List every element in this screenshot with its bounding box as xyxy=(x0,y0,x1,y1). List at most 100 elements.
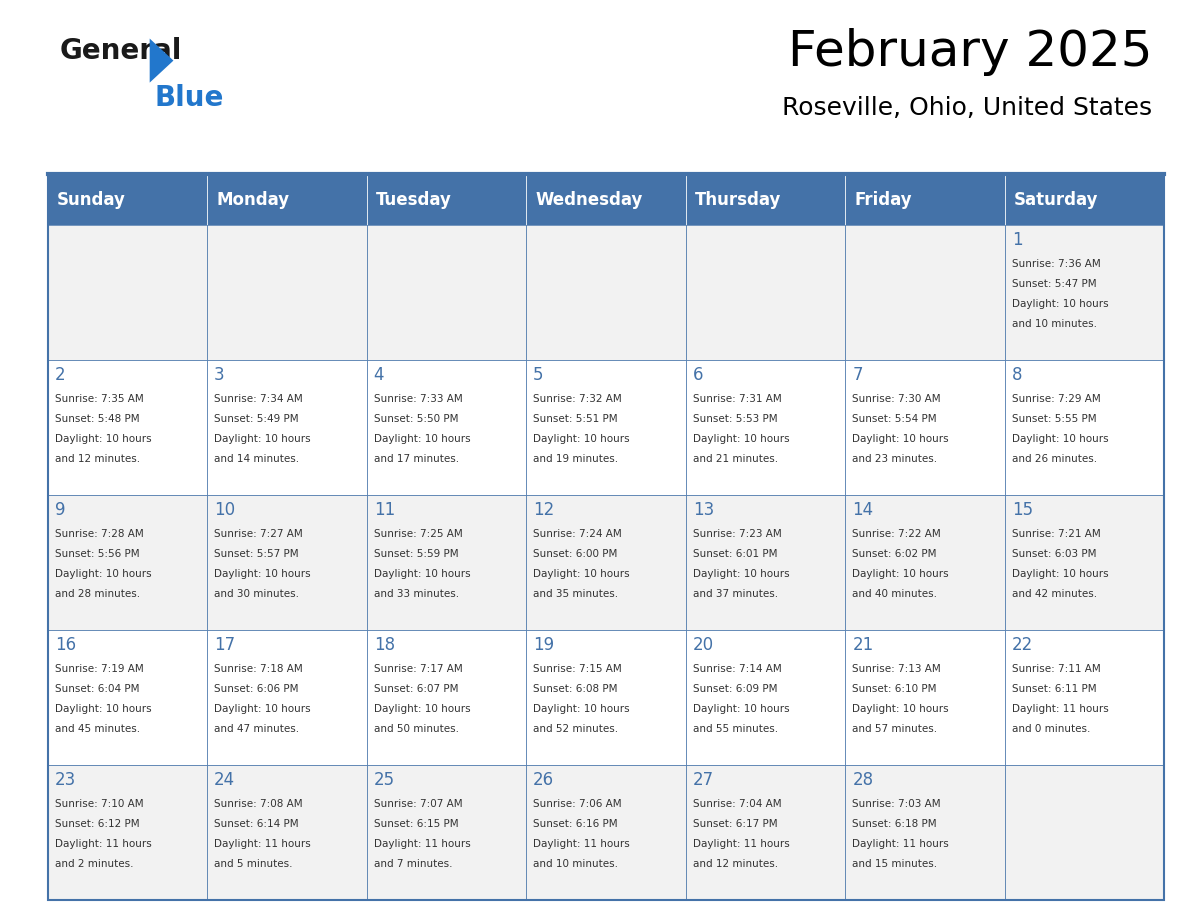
Text: Sunrise: 7:30 AM: Sunrise: 7:30 AM xyxy=(852,394,941,404)
Text: Sunset: 6:00 PM: Sunset: 6:00 PM xyxy=(533,549,618,559)
Text: 28: 28 xyxy=(852,771,873,789)
Bar xyxy=(1005,174,1164,225)
Text: Daylight: 10 hours: Daylight: 10 hours xyxy=(1012,434,1108,444)
Text: Sunset: 6:08 PM: Sunset: 6:08 PM xyxy=(533,684,618,694)
Text: 10: 10 xyxy=(214,501,235,520)
Text: Sunset: 6:04 PM: Sunset: 6:04 PM xyxy=(55,684,139,694)
Bar xyxy=(1005,765,1164,900)
Text: 22: 22 xyxy=(1012,636,1034,655)
Bar xyxy=(207,174,367,225)
Text: 4: 4 xyxy=(374,366,384,385)
Bar xyxy=(48,630,207,765)
Text: Sunset: 6:02 PM: Sunset: 6:02 PM xyxy=(852,549,937,559)
Text: 13: 13 xyxy=(693,501,714,520)
Bar xyxy=(845,225,1005,360)
Text: Daylight: 11 hours: Daylight: 11 hours xyxy=(1012,704,1108,714)
Text: 23: 23 xyxy=(55,771,76,789)
Text: and 37 minutes.: and 37 minutes. xyxy=(693,589,778,599)
Text: Sunset: 5:49 PM: Sunset: 5:49 PM xyxy=(214,414,299,424)
Text: Daylight: 10 hours: Daylight: 10 hours xyxy=(693,434,789,444)
Text: Sunset: 5:54 PM: Sunset: 5:54 PM xyxy=(852,414,937,424)
Text: Daylight: 10 hours: Daylight: 10 hours xyxy=(214,434,311,444)
Text: and 17 minutes.: and 17 minutes. xyxy=(374,454,459,465)
Text: Sunrise: 7:17 AM: Sunrise: 7:17 AM xyxy=(374,664,462,674)
Bar xyxy=(526,225,685,360)
Bar xyxy=(685,225,845,360)
Text: Sunrise: 7:14 AM: Sunrise: 7:14 AM xyxy=(693,664,782,674)
Text: Sunrise: 7:21 AM: Sunrise: 7:21 AM xyxy=(1012,529,1100,539)
Bar xyxy=(685,765,845,900)
Bar xyxy=(526,765,685,900)
Bar xyxy=(526,174,685,225)
Bar xyxy=(48,174,1164,900)
Text: Sunrise: 7:03 AM: Sunrise: 7:03 AM xyxy=(852,799,941,809)
Bar xyxy=(48,174,207,225)
Text: Sunset: 6:14 PM: Sunset: 6:14 PM xyxy=(214,819,299,829)
Text: 1: 1 xyxy=(1012,231,1023,250)
Text: and 35 minutes.: and 35 minutes. xyxy=(533,589,619,599)
Text: Sunrise: 7:24 AM: Sunrise: 7:24 AM xyxy=(533,529,623,539)
Bar xyxy=(207,630,367,765)
Text: Sunrise: 7:15 AM: Sunrise: 7:15 AM xyxy=(533,664,623,674)
Text: 25: 25 xyxy=(374,771,394,789)
Text: and 5 minutes.: and 5 minutes. xyxy=(214,859,292,869)
Text: Sunrise: 7:27 AM: Sunrise: 7:27 AM xyxy=(214,529,303,539)
Text: and 47 minutes.: and 47 minutes. xyxy=(214,724,299,734)
Text: Sunset: 6:10 PM: Sunset: 6:10 PM xyxy=(852,684,937,694)
Bar xyxy=(48,360,207,495)
Text: 9: 9 xyxy=(55,501,65,520)
Text: Sunset: 6:18 PM: Sunset: 6:18 PM xyxy=(852,819,937,829)
Bar xyxy=(207,225,367,360)
Text: Daylight: 11 hours: Daylight: 11 hours xyxy=(852,839,949,849)
Text: Sunset: 5:57 PM: Sunset: 5:57 PM xyxy=(214,549,299,559)
Bar xyxy=(685,174,845,225)
Text: Daylight: 10 hours: Daylight: 10 hours xyxy=(55,434,151,444)
Text: Sunrise: 7:33 AM: Sunrise: 7:33 AM xyxy=(374,394,462,404)
Text: 16: 16 xyxy=(55,636,76,655)
Bar xyxy=(48,225,207,360)
Text: Sunrise: 7:07 AM: Sunrise: 7:07 AM xyxy=(374,799,462,809)
Text: Sunset: 6:09 PM: Sunset: 6:09 PM xyxy=(693,684,777,694)
Text: and 42 minutes.: and 42 minutes. xyxy=(1012,589,1097,599)
Text: Daylight: 10 hours: Daylight: 10 hours xyxy=(214,704,311,714)
Text: 21: 21 xyxy=(852,636,873,655)
Text: Daylight: 10 hours: Daylight: 10 hours xyxy=(852,569,949,579)
Text: Sunrise: 7:22 AM: Sunrise: 7:22 AM xyxy=(852,529,941,539)
Text: Sunrise: 7:25 AM: Sunrise: 7:25 AM xyxy=(374,529,462,539)
Text: and 40 minutes.: and 40 minutes. xyxy=(852,589,937,599)
Text: 20: 20 xyxy=(693,636,714,655)
Text: 12: 12 xyxy=(533,501,555,520)
Text: 18: 18 xyxy=(374,636,394,655)
Text: Sunset: 6:12 PM: Sunset: 6:12 PM xyxy=(55,819,139,829)
Text: and 55 minutes.: and 55 minutes. xyxy=(693,724,778,734)
Text: and 45 minutes.: and 45 minutes. xyxy=(55,724,140,734)
Text: and 33 minutes.: and 33 minutes. xyxy=(374,589,459,599)
Text: Daylight: 10 hours: Daylight: 10 hours xyxy=(374,434,470,444)
Text: Thursday: Thursday xyxy=(695,191,782,208)
Text: Tuesday: Tuesday xyxy=(377,191,451,208)
Text: February 2025: February 2025 xyxy=(788,28,1152,75)
Text: Sunrise: 7:34 AM: Sunrise: 7:34 AM xyxy=(214,394,303,404)
Bar xyxy=(207,360,367,495)
Text: Sunrise: 7:32 AM: Sunrise: 7:32 AM xyxy=(533,394,623,404)
Bar xyxy=(685,495,845,630)
Text: and 15 minutes.: and 15 minutes. xyxy=(852,859,937,869)
Text: Sunset: 5:51 PM: Sunset: 5:51 PM xyxy=(533,414,618,424)
Text: and 12 minutes.: and 12 minutes. xyxy=(693,859,778,869)
Text: and 50 minutes.: and 50 minutes. xyxy=(374,724,459,734)
Bar xyxy=(207,495,367,630)
Text: Sunset: 5:56 PM: Sunset: 5:56 PM xyxy=(55,549,139,559)
Bar xyxy=(48,495,207,630)
Bar xyxy=(1005,225,1164,360)
Text: and 19 minutes.: and 19 minutes. xyxy=(533,454,619,465)
Text: Sunset: 6:06 PM: Sunset: 6:06 PM xyxy=(214,684,298,694)
Text: Sunrise: 7:28 AM: Sunrise: 7:28 AM xyxy=(55,529,144,539)
Text: Daylight: 10 hours: Daylight: 10 hours xyxy=(374,569,470,579)
Text: Daylight: 10 hours: Daylight: 10 hours xyxy=(55,704,151,714)
Bar xyxy=(1005,630,1164,765)
Text: 6: 6 xyxy=(693,366,703,385)
Bar xyxy=(207,765,367,900)
Text: Sunrise: 7:18 AM: Sunrise: 7:18 AM xyxy=(214,664,303,674)
Text: Sunset: 6:15 PM: Sunset: 6:15 PM xyxy=(374,819,459,829)
Bar xyxy=(367,630,526,765)
